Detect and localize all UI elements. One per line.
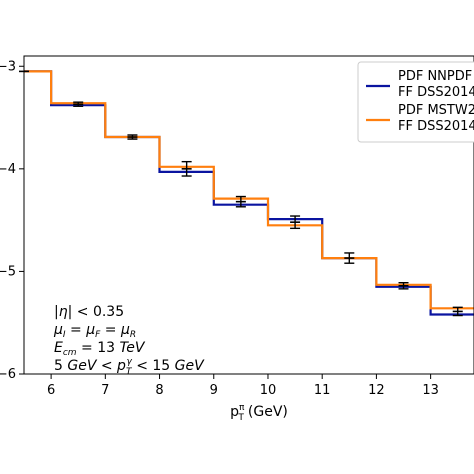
x-tick-label-0: 6 (47, 383, 55, 398)
legend-label-mstw-line1: PDF MSTW2 (398, 103, 474, 118)
x-tick-label-4: 10 (260, 383, 277, 398)
legend-label-nnpdf-line2: FF DSS2014 (398, 85, 474, 100)
y-tick-label-2: −5 (0, 264, 16, 279)
chart-marks (19, 70, 474, 317)
x-axis-label: pπ T (GeV) (230, 403, 288, 423)
legend: PDF NNPDF FF DSS2014 PDF MSTW2 FF DSS201… (357, 61, 474, 143)
x-tick-label-2: 8 (155, 383, 163, 398)
y-tick-label-1: −4 (0, 162, 16, 177)
legend-box (357, 61, 474, 143)
y-tick-label-3: −6 (0, 367, 16, 382)
x-tick-label-3: 9 (210, 383, 218, 398)
x-tick-label-6: 12 (368, 383, 385, 398)
annotation-scales: μI = μF = μR (53, 322, 136, 340)
y-tick-label-0: −3 (0, 59, 16, 74)
annotation-photon-pt: 5 GeV < pTγ < 15 GeV (54, 357, 205, 377)
annotation-energy: Ecm = 13 TeV (54, 340, 146, 358)
legend-label-mstw-line2: FF DSS2014 (398, 119, 474, 134)
legend-label-nnpdf-line1: PDF NNPDF (398, 69, 472, 84)
x-tick-label-7: 13 (422, 383, 439, 398)
axis-ticks: 6 7 8 9 10 11 12 13 −3 −4 −5 −6 (0, 59, 439, 398)
axes-frame (23, 55, 474, 375)
annotation-eta: |η| < 0.35 (54, 304, 124, 320)
x-tick-label-5: 11 (314, 383, 331, 398)
x-tick-label-1: 7 (101, 383, 109, 398)
annotation-block: |η| < 0.35 μI = μF = μR Ecm = 13 TeV 5 G… (53, 304, 205, 377)
